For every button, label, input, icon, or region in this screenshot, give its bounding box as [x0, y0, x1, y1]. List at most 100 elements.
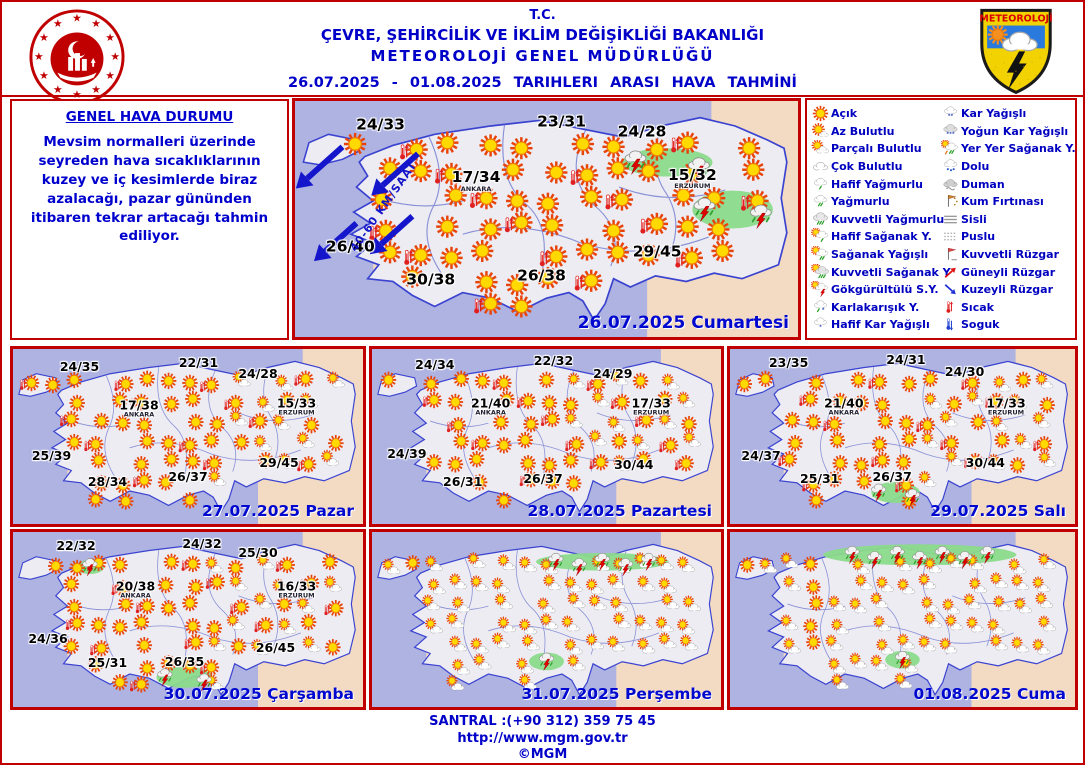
sun-icon [811, 105, 831, 122]
svg-text:*: * [822, 308, 825, 314]
legend-item: Güneyli Rüzgar [941, 263, 1071, 281]
map-date-label: 26.07.2025 Cumartesi [577, 313, 789, 333]
city-label: ANKARA [475, 408, 506, 417]
legend-item-label: Duman [961, 177, 1005, 191]
legend-item-label: Dolu [961, 160, 990, 174]
sun-cloud-icon [811, 140, 831, 157]
svg-text:*: * [951, 114, 954, 120]
heavy-shower-icon [810, 262, 831, 281]
temp-label: 26/45 [255, 639, 296, 655]
footer-phone: SANTRAL :(+90 312) 359 75 45 [429, 714, 656, 729]
city-label: ERZURUM [633, 408, 670, 417]
legend-item-label: Açık [831, 107, 858, 121]
thunderstorm-icon [810, 280, 831, 298]
legend-item-label: Kuzeyli Rüzgar [961, 283, 1053, 297]
map-panel-main: 24/33 23/31 24/28 17/34 ANKARA 15/32 ERZURUM 26… [292, 98, 801, 340]
map-panel-thursday: 31.07.2025 Perşembe [369, 529, 724, 710]
legend-item: Soguk [941, 316, 1071, 334]
svg-text:*: * [948, 114, 951, 120]
map-date-label: 30.07.2025 Çarşamba [163, 685, 354, 703]
svg-text:★: ★ [39, 31, 49, 44]
legend-item: Kuvvetli Rüzgar [941, 246, 1071, 264]
legend-item: Yer Yer Sağanak Y. [940, 139, 1076, 158]
legend-item-label: Gökgürültülü S.Y. [831, 283, 939, 297]
north-wind-icon [941, 281, 961, 298]
temp-label: 20/38 ANKARA [115, 578, 156, 600]
temp-label: 24/28 [238, 365, 278, 381]
temp-label: 17/33 ERZURUM [631, 395, 671, 417]
temp-label: 23/31 [537, 112, 586, 131]
temp-label: 17/33 ERZURUM [986, 395, 1026, 417]
legend-item: Kuvvetli Sağanak Y [810, 262, 951, 281]
header-line-tc: T.C. [529, 8, 556, 23]
temp-label: 24/31 [886, 351, 926, 367]
svg-text:★: ★ [91, 17, 101, 30]
city-label: ERZURUM [674, 182, 711, 191]
temp-label: 26/38 [517, 265, 566, 284]
temp-label: 25/31 [800, 470, 840, 486]
legend-item-label: Kar Yağışlı [961, 107, 1027, 121]
legend-item: Sağanak Yağışlı [810, 245, 941, 264]
city-label: ANKARA [123, 410, 155, 419]
city-label: ANKARA [120, 591, 151, 600]
south-wind-icon [941, 264, 961, 281]
local-shower-icon [940, 139, 961, 157]
temp-label: 24/35 [59, 358, 100, 374]
temp-label: 29/45 [632, 242, 682, 261]
cloud-icon [811, 158, 831, 175]
heavy-rain-icon [811, 211, 831, 228]
temp-label: 30/38 [406, 270, 456, 289]
mist-icon [941, 228, 961, 245]
temp-label: 24/37 [741, 447, 781, 463]
temp-label: 21/40 ANKARA [824, 395, 864, 417]
city-label: ERZURUM [278, 408, 315, 417]
legend-item-label: Karlakarışık Y. [831, 300, 920, 314]
legend-item: Hafif Sağanak Y. [810, 227, 941, 246]
legend-column-1: Açık Az Bulutlu Parçalı Bulutlu Çok Bulu… [810, 105, 951, 333]
temp-label: 25/31 [87, 655, 128, 670]
temp-label: 21/40 ANKARA [470, 395, 511, 417]
legend-item: Duman [941, 175, 1071, 193]
svg-text:*: * [819, 325, 822, 331]
legend-item-label: Sağanak Yağışlı [831, 248, 929, 262]
legend-item-label: Sisli [961, 212, 987, 226]
footer: SANTRAL :(+90 312) 359 75 45 http://www.… [2, 713, 1083, 763]
temp-label: 24/30 [944, 363, 985, 379]
temp-label: 24/39 [387, 445, 427, 461]
header-divider [2, 95, 1083, 97]
temp-label: 25/39 [31, 447, 72, 463]
temp-label: 29/45 [259, 454, 299, 470]
legend-item: Parçalı Bulutlu [811, 140, 941, 158]
legend-item-label: Güneyli Rüzgar [961, 265, 1056, 279]
temp-label: 26/37 [872, 468, 912, 484]
temp-label: 26/31 [443, 473, 483, 489]
svg-text:*: * [946, 132, 949, 138]
temp-label: 15/32 ERZURUM [667, 165, 717, 191]
legend-item: Puslu [941, 228, 1071, 246]
svg-text:★: ★ [91, 83, 101, 96]
city-label: ANKARA [460, 184, 492, 193]
sun-small-cloud-icon [811, 122, 831, 140]
svg-text:★: ★ [110, 50, 120, 63]
svg-text:★: ★ [53, 17, 63, 30]
header-line-ministry: ÇEVRE, ŞEHİRCİLİK VE İKLİM DEĞİŞİKLİĞİ B… [320, 26, 765, 44]
temp-label: 26/37 [168, 468, 208, 484]
legend-column-2: * * Kar Yağışlı * * * Yoğun Kar Yağışlı Yer Y… [940, 105, 1076, 334]
temp-label: 17/38 ANKARA [119, 397, 159, 419]
legend-item-label: Çok Bulutlu [831, 160, 903, 174]
light-shower-icon [810, 227, 831, 245]
legend-item: Kuvvetli Yağmurlu [811, 211, 944, 229]
city-label: ERZURUM [278, 591, 315, 600]
hail-icon [941, 158, 961, 175]
cold-icon [941, 316, 961, 333]
city-label: ANKARA [828, 408, 860, 417]
legend-item: Hafif Yağmurlu [811, 175, 941, 193]
legend-item: Sisli [941, 211, 1071, 229]
legend-item: Sıcak [941, 299, 1071, 317]
fog-icon [941, 211, 961, 228]
map-date-label: 27.07.2025 Pazar [202, 502, 354, 520]
svg-text:★: ★ [105, 31, 115, 44]
legend-item-label: Yer Yer Sağanak Y. [961, 142, 1076, 156]
map-date-label: 28.07.2025 Pazartesi [527, 502, 712, 520]
